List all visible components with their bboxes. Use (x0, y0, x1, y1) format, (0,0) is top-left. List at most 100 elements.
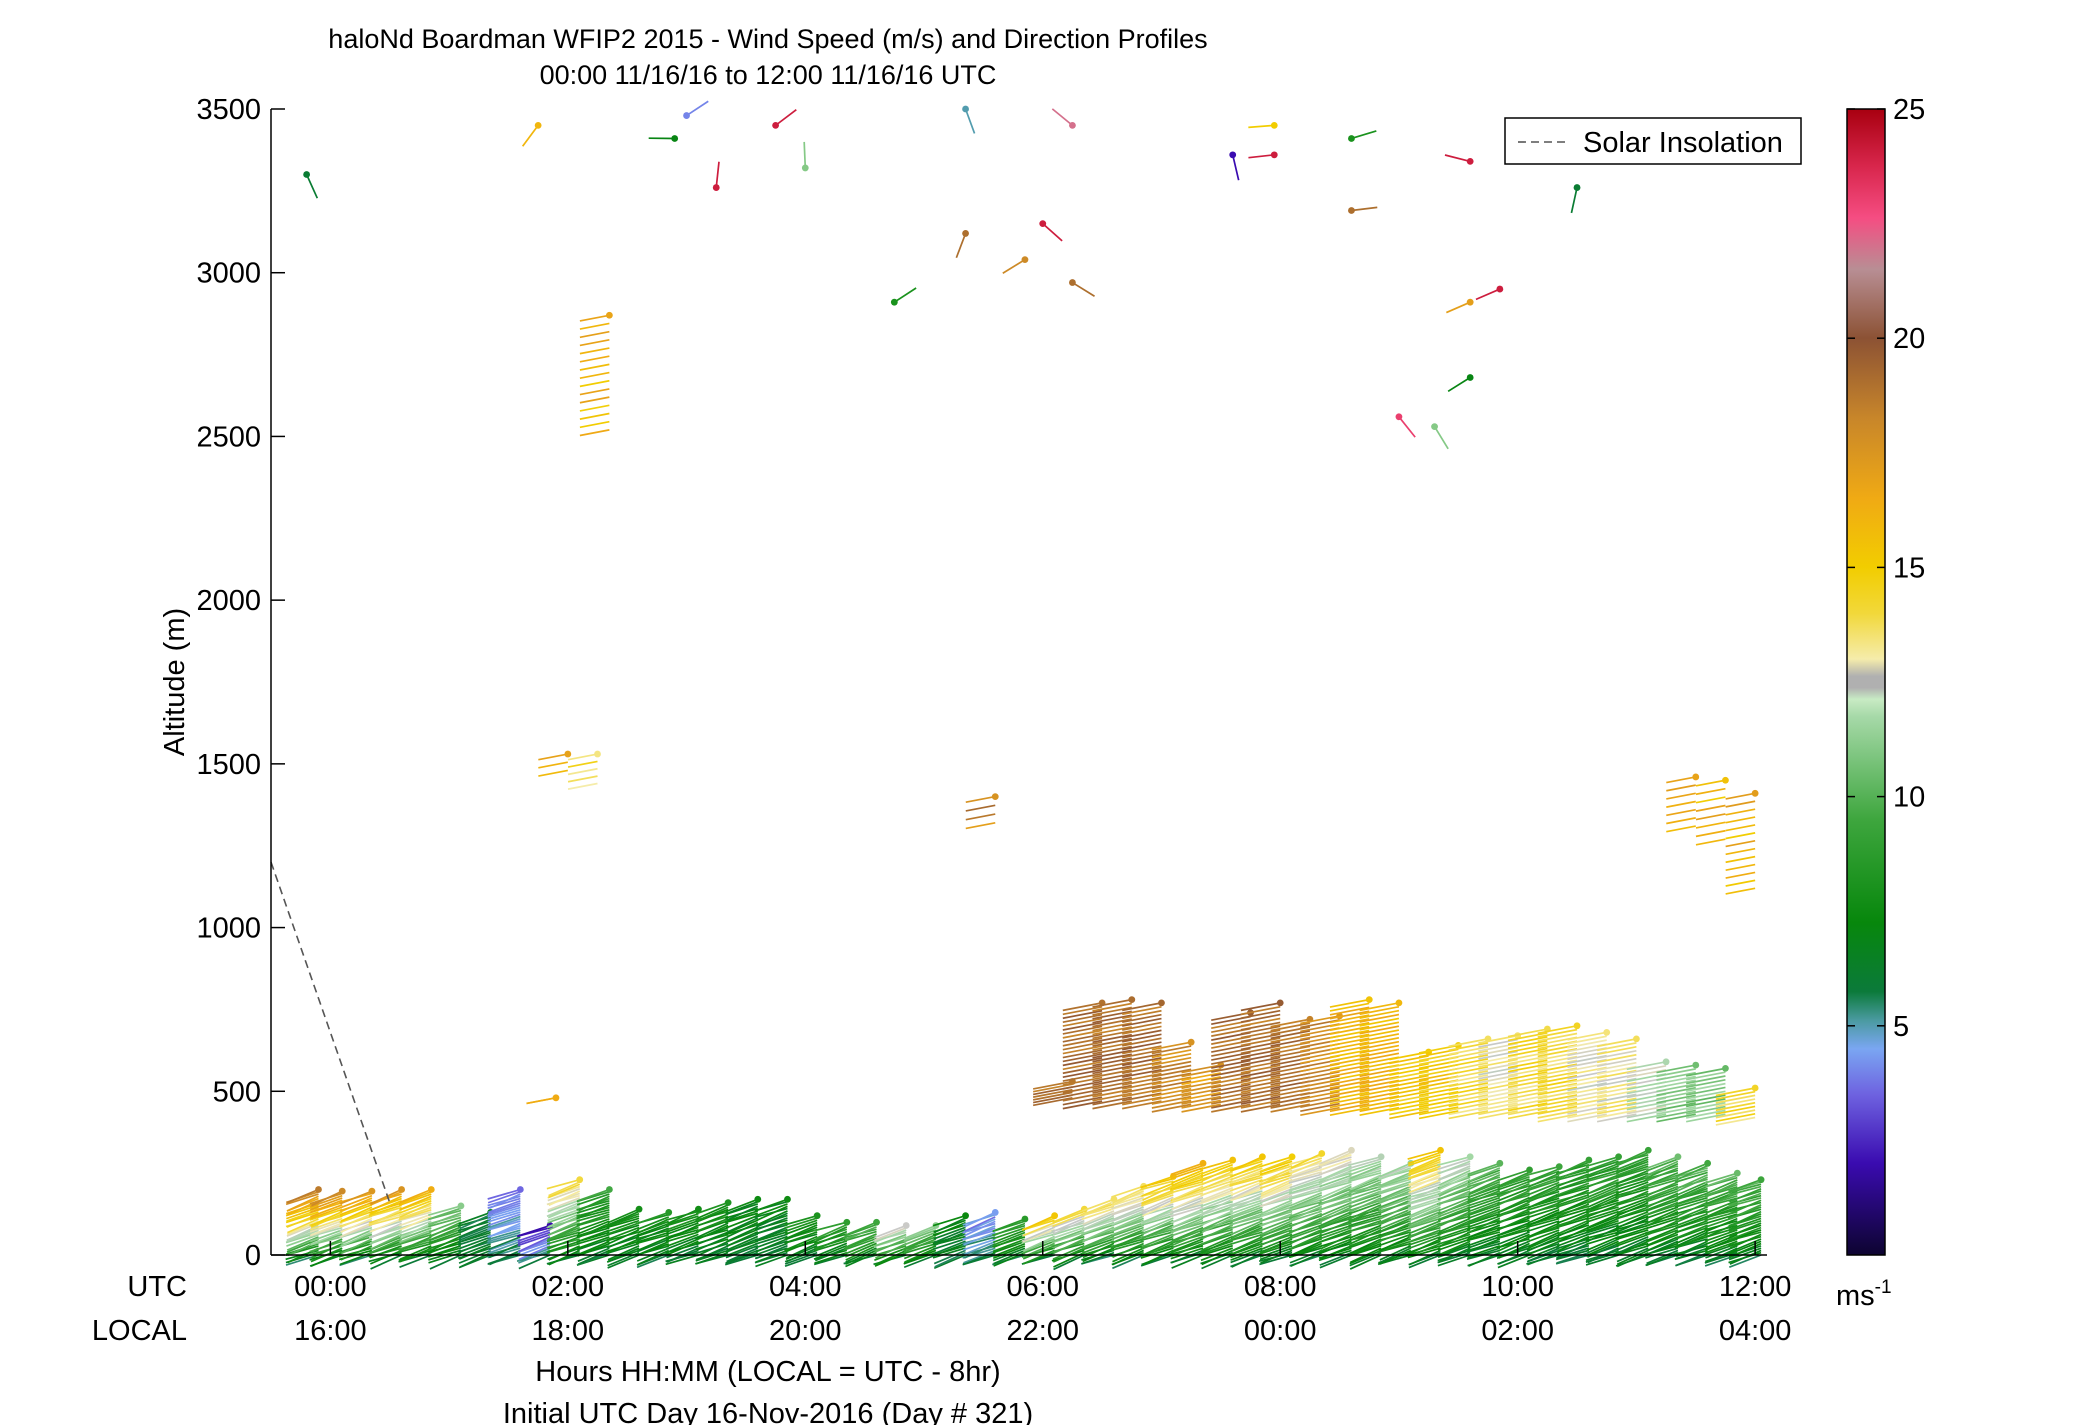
low-level-barb (578, 1222, 610, 1239)
elevated-barb (1537, 1067, 1578, 1077)
low-level-barb (755, 1249, 788, 1263)
low-level-barb (547, 1240, 580, 1253)
low-level-barb (1586, 1183, 1619, 1199)
elevated-barb (1240, 1084, 1281, 1094)
low-level-barb (815, 1235, 848, 1251)
low-level-barb (1557, 1189, 1590, 1204)
low-level-barb (1585, 1222, 1619, 1234)
elevated-barb (1062, 1041, 1103, 1051)
low-level-barb (488, 1240, 521, 1254)
low-level-barb (1727, 1183, 1762, 1194)
elevated-barb (1656, 1090, 1696, 1100)
low-level-barb (1141, 1189, 1174, 1204)
low-level-barb (755, 1221, 788, 1235)
elevated-barb (1596, 1069, 1637, 1079)
low-level-barb (429, 1254, 462, 1270)
low-level-barb (1260, 1187, 1293, 1203)
low-level-barb (1408, 1201, 1441, 1217)
low-level-barb (963, 1240, 996, 1256)
low-level-barb (1171, 1208, 1204, 1224)
low-level-barb (696, 1245, 729, 1261)
mid-level-barb (1725, 800, 1756, 808)
low-level-barb (1320, 1233, 1352, 1250)
low-level-barb (1288, 1171, 1322, 1183)
elevated-barb (1478, 1078, 1518, 1088)
elevated-barb (1240, 1002, 1281, 1012)
low-level-barb-head (1021, 1215, 1029, 1223)
elevated-barb (1240, 1037, 1281, 1047)
low-level-barb (1555, 1170, 1590, 1182)
upper-barb (964, 108, 976, 134)
low-level-barb (576, 1213, 610, 1226)
elevated-barb (1211, 1051, 1251, 1061)
upper-barb (521, 124, 539, 147)
elevated-barb (1478, 1058, 1518, 1068)
elevated-barb (1359, 1013, 1400, 1023)
elevated-barb (1656, 1105, 1696, 1115)
elevated-barb (1418, 1094, 1459, 1104)
low-level-barb (1556, 1166, 1590, 1180)
low-level-barb (903, 1231, 937, 1246)
y-tick-label: 2500 (196, 421, 261, 453)
low-level-barb (725, 1242, 759, 1257)
elevated-barb (1240, 1060, 1281, 1070)
low-level-barb (1377, 1178, 1412, 1190)
low-level-barb (1409, 1174, 1441, 1190)
low-level-barb (1379, 1162, 1412, 1178)
mid-level-barb-head (1751, 789, 1759, 797)
upper-barb-head (1466, 374, 1474, 381)
low-level-barb (1260, 1178, 1293, 1195)
mid-level-barb (1695, 821, 1726, 829)
low-level-barb (1319, 1238, 1352, 1253)
low-level-barb (369, 1229, 402, 1244)
low-level-barb (696, 1231, 729, 1246)
low-level-barb (1615, 1222, 1649, 1235)
low-level-barb (1201, 1238, 1234, 1254)
low-level-barb (1142, 1184, 1174, 1201)
low-level-barb (1290, 1205, 1323, 1221)
elevated-barb (1329, 1002, 1370, 1012)
elevated-barb (1507, 1075, 1548, 1085)
low-level-barb-head (635, 1205, 643, 1213)
elevated-barb (1151, 1103, 1192, 1113)
elevated-barb (1478, 1102, 1518, 1112)
low-level-barb (1438, 1206, 1471, 1221)
mid-level-barb (1666, 808, 1696, 817)
low-level-barb (285, 1211, 319, 1224)
elevated-barb (1329, 1099, 1370, 1109)
low-level-barb (993, 1233, 1026, 1249)
elevated-barb (1507, 1071, 1548, 1081)
low-level-barb (1319, 1215, 1352, 1230)
low-level-barb (1319, 1169, 1352, 1185)
low-level-barb (370, 1188, 402, 1205)
low-level-barb (933, 1242, 966, 1257)
low-level-barb (398, 1206, 432, 1220)
low-level-barb (399, 1245, 432, 1261)
low-level-barb (340, 1206, 373, 1222)
low-level-barb (606, 1217, 640, 1229)
low-level-barb-head (873, 1218, 880, 1226)
low-level-barb (1230, 1185, 1263, 1201)
elevated-barb (1329, 998, 1370, 1008)
low-level-barb (1378, 1180, 1412, 1194)
mid-level-barb (1666, 817, 1696, 825)
low-level-barb (874, 1249, 907, 1266)
low-level-barb (1229, 1233, 1263, 1246)
elevated-barb (1389, 1078, 1429, 1088)
low-level-barb (1348, 1169, 1382, 1181)
low-level-barb (1646, 1160, 1679, 1176)
low-level-barb (518, 1236, 551, 1253)
elevated-barb (1567, 1082, 1607, 1092)
low-level-barb (576, 1193, 610, 1206)
low-level-barb (1497, 1178, 1530, 1191)
low-level-barb (576, 1211, 610, 1223)
upper-barb-head (1069, 279, 1076, 286)
elevated-barb (1685, 1078, 1726, 1089)
low-level-barb (1112, 1254, 1144, 1270)
low-level-barb (340, 1190, 373, 1205)
mid-level-barb (1695, 829, 1726, 838)
low-level-barb (1348, 1213, 1382, 1224)
low-level-barb (1319, 1240, 1352, 1255)
low-level-barb (1467, 1212, 1501, 1226)
low-level-barb (339, 1204, 373, 1218)
